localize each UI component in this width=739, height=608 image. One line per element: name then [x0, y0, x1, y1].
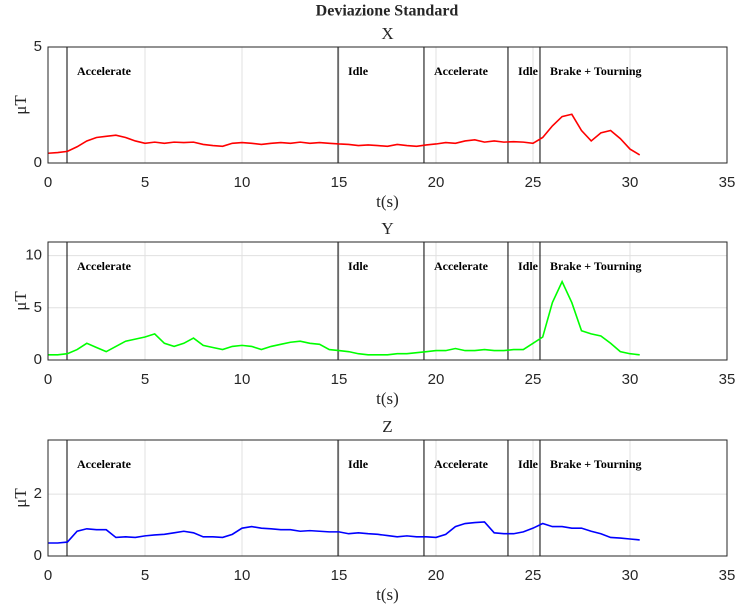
x-tick-label: 35 — [719, 371, 736, 388]
subplot-title: X — [381, 24, 393, 43]
axes-box — [47, 46, 728, 164]
event-label: Accelerate — [434, 64, 489, 78]
event-label: Accelerate — [77, 457, 132, 471]
subplot-title: Z — [382, 417, 392, 436]
x-tick-label: 15 — [331, 567, 348, 584]
axes-box — [47, 241, 728, 361]
x-tick-label: 15 — [331, 371, 348, 388]
x-tick-label: 35 — [719, 174, 736, 191]
x-tick-label: 10 — [234, 174, 251, 191]
plot-area — [48, 440, 727, 556]
x-tick-label: 25 — [525, 174, 542, 191]
x-tick-label: 35 — [719, 567, 736, 584]
event-label: Idle — [518, 457, 539, 471]
y-tick-label: 5 — [34, 38, 42, 55]
x-tick-label: 5 — [141, 371, 149, 388]
x-tick-label: 0 — [44, 174, 52, 191]
event-label: Idle — [518, 259, 539, 273]
x-tick-label: 25 — [525, 371, 542, 388]
data-line — [48, 279, 640, 356]
x-tick-label: 30 — [622, 567, 639, 584]
axes-box — [47, 439, 728, 557]
y-tick-label: 10 — [25, 247, 42, 264]
y-tick-label: 0 — [34, 547, 42, 564]
x-tick-label: 5 — [141, 174, 149, 191]
event-label: Idle — [348, 457, 369, 471]
x-tick-label: 30 — [622, 174, 639, 191]
x-tick-label: 20 — [428, 174, 445, 191]
x-tick-label: 20 — [428, 371, 445, 388]
event-label: Brake + Tourning — [550, 457, 642, 471]
event-label: Accelerate — [434, 457, 489, 471]
event-label: Idle — [348, 64, 369, 78]
event-label: Brake + Tourning — [550, 64, 642, 78]
event-label: Idle — [348, 259, 369, 273]
x-axis-label: t(s) — [376, 192, 399, 211]
x-tick-label: 20 — [428, 567, 445, 584]
x-axis-label: t(s) — [376, 389, 399, 408]
data-line — [47, 113, 641, 156]
event-label: Brake + Tourning — [550, 259, 642, 273]
x-tick-label: 30 — [622, 371, 639, 388]
x-tick-label: 25 — [525, 567, 542, 584]
x-tick-label: 15 — [331, 174, 348, 191]
subplot-title: Y — [381, 219, 393, 238]
y-tick-label: 5 — [34, 299, 42, 316]
x-tick-label: 0 — [44, 371, 52, 388]
x-tick-label: 5 — [141, 567, 149, 584]
x-axis-label: t(s) — [376, 585, 399, 604]
event-label: Idle — [518, 64, 539, 78]
event-label: Accelerate — [77, 64, 132, 78]
x-tick-label: 10 — [234, 567, 251, 584]
y-axis-label: μT — [11, 488, 30, 508]
event-label: Accelerate — [77, 259, 132, 273]
y-tick-label: 2 — [34, 485, 42, 502]
y-axis-label: μT — [11, 95, 30, 115]
figure-title: Deviazione Standard — [316, 3, 459, 20]
x-tick-label: 10 — [234, 371, 251, 388]
y-tick-label: 0 — [34, 154, 42, 171]
event-label: Accelerate — [434, 259, 489, 273]
y-tick-label: 0 — [34, 351, 42, 368]
data-line — [48, 521, 640, 544]
x-tick-label: 0 — [44, 567, 52, 584]
y-axis-label: μT — [11, 291, 30, 311]
